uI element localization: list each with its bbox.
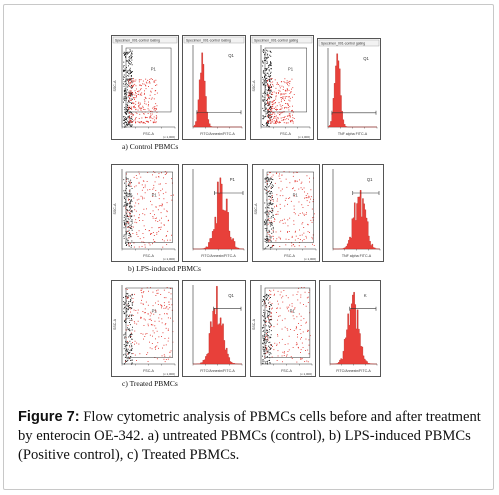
y-axis-label: SSC-A [254,203,258,215]
axis-unit-label: (x 1,000) [163,257,175,261]
gate-label: P1 [230,177,236,182]
scatter-canvas: FSC-A SSC-A (x 1,000) P1 [252,285,313,376]
plot-header-text: Specimen_001-control Gating [115,39,160,43]
histogram-canvas: TNF alpha FITC-A Q1 [332,169,381,258]
histogram-area [327,53,377,128]
scatter-canvas: FSC-A SSC-A (x 1,000) P1 [113,285,176,376]
x-axis-label: FITC/Annexin/FITC-A [201,254,236,258]
row-label-treated: c) Treated PBMCs [122,379,178,388]
scatter-dots [123,287,174,365]
histogram-lps-2: TNF alpha FITC-A Q1 [322,164,384,262]
x-axis-label: FITC/Annexin/FITC-A [200,132,235,136]
histogram-treated-2: FITC/Annexin/FITC-A K [319,280,381,377]
scatter-plot-lps-2: FSC-A SSC-A (x 1,000) P1 [252,164,320,262]
x-axis-label: FSC-A [284,254,295,258]
x-axis-label: FSC-A [280,132,291,136]
row-label-control: a) Control PBMCs [122,142,179,151]
figure-caption: Figure 7: Flow cytometric analysis of PB… [18,408,488,465]
histogram-area [192,52,242,128]
scatter-dots [264,171,315,250]
gate-label: K [364,293,367,298]
y-axis-label: SSC-A [113,80,117,92]
x-axis-label: TNF alpha FITC-A [338,132,368,136]
axis-unit-label: (x 1,000) [304,257,316,261]
scatter-canvas: Specimen_001-control gating FSC-A SSC-A (x … [251,36,313,139]
y-axis-label: SSC-A [252,318,256,330]
axis-unit-label: (x 1,000) [300,372,312,376]
gate-label: Q1 [228,53,234,58]
x-axis-label: FSC-A [281,369,292,373]
scatter-dots [123,49,158,128]
histogram-canvas: FITC/Annexin/FITC-A K [329,285,378,373]
histogram-canvas: FITC/Annexin/FITC-A P1 [192,169,245,258]
plot-header-text: Specimen_001-control gating [321,42,365,46]
axis-unit-label: (x 1,000) [163,135,175,139]
x-axis-label: FSC-A [143,254,154,258]
figure-frame: Specimen_001-control Gating FSC-A SSC-A (x … [3,4,494,490]
histogram-area [333,190,380,250]
scatter-plot-control-1: Specimen_001-control Gating FSC-A SSC-A (x … [111,35,179,140]
scatter-canvas: FSC-A SSC-A (x 1,000) P1 [113,169,176,261]
scatter-plot-control-2: Specimen_001-control gating FSC-A SSC-A (x … [250,35,314,140]
histogram-lps-1: FITC/Annexin/FITC-A P1 [182,164,248,262]
histogram-treated-1: FITC/Annexin/FITC-A Q1 [182,280,246,377]
figure-caption-text: Flow cytometric analysis of PBMCs cells … [18,409,481,463]
y-axis-label: SSC-A [113,203,117,215]
gate-label: Q1 [363,56,369,61]
y-axis-label: SSC-A [252,80,256,92]
gate-label: P1 [152,193,158,198]
x-axis-label: FITC/Annexin/FITC-A [200,369,235,373]
scatter-plot-lps-1: FSC-A SSC-A (x 1,000) P1 [111,164,179,262]
gate-label: P1 [288,66,294,71]
axis-unit-label: (x 1,000) [298,135,310,139]
row-label-lps: b) LPS-induced PBMCs [128,264,201,273]
scatter-canvas: FSC-A SSC-A (x 1,000) P1 [254,169,317,261]
histogram-control-2: Specimen_001-control gating TNF alpha FIT… [317,38,381,140]
x-axis-label: FITC/Annexin/FITC-A [336,369,371,373]
histogram-canvas: FITC/Annexin/FITC-A Q1 [192,285,243,373]
histogram-canvas: Specimen_001-control Gating FITC/Annexin/… [183,36,245,136]
gate-label: Q1 [367,177,373,182]
histogram-area [330,292,377,365]
figure-label: Figure 7: [18,409,80,425]
scatter-canvas: Specimen_001-control Gating FSC-A SSC-A (x … [112,36,178,139]
scatter-dots [262,49,295,128]
x-axis-label: TNF alpha FITC-A [342,254,372,258]
histogram-area [193,286,242,365]
gate-label: P1 [152,308,158,313]
x-axis-label: FSC-A [143,132,154,136]
histogram-canvas: Specimen_001-control gating TNF alpha FIT… [318,39,380,136]
histogram-area [193,177,244,250]
gate-label: Q1 [228,293,234,298]
plot-header-text: Specimen_001-control gating [254,39,298,43]
x-axis-label: FSC-A [143,369,154,373]
gate-label: P1 [151,66,157,71]
scatter-dots [262,287,311,365]
gate-label: P1 [293,193,299,198]
y-axis-label: SSC-A [113,318,117,330]
scatter-dots [123,171,174,248]
scatter-plot-treated-1: FSC-A SSC-A (x 1,000) P1 [111,280,179,377]
scatter-plot-treated-2: FSC-A SSC-A (x 1,000) P1 [250,280,316,377]
gate-label: P1 [290,308,296,313]
histogram-control-1: Specimen_001-control Gating FITC/Annexin/… [182,35,246,140]
axis-unit-label: (x 1,000) [163,372,175,376]
plot-header-text: Specimen_001-control Gating [186,39,231,43]
